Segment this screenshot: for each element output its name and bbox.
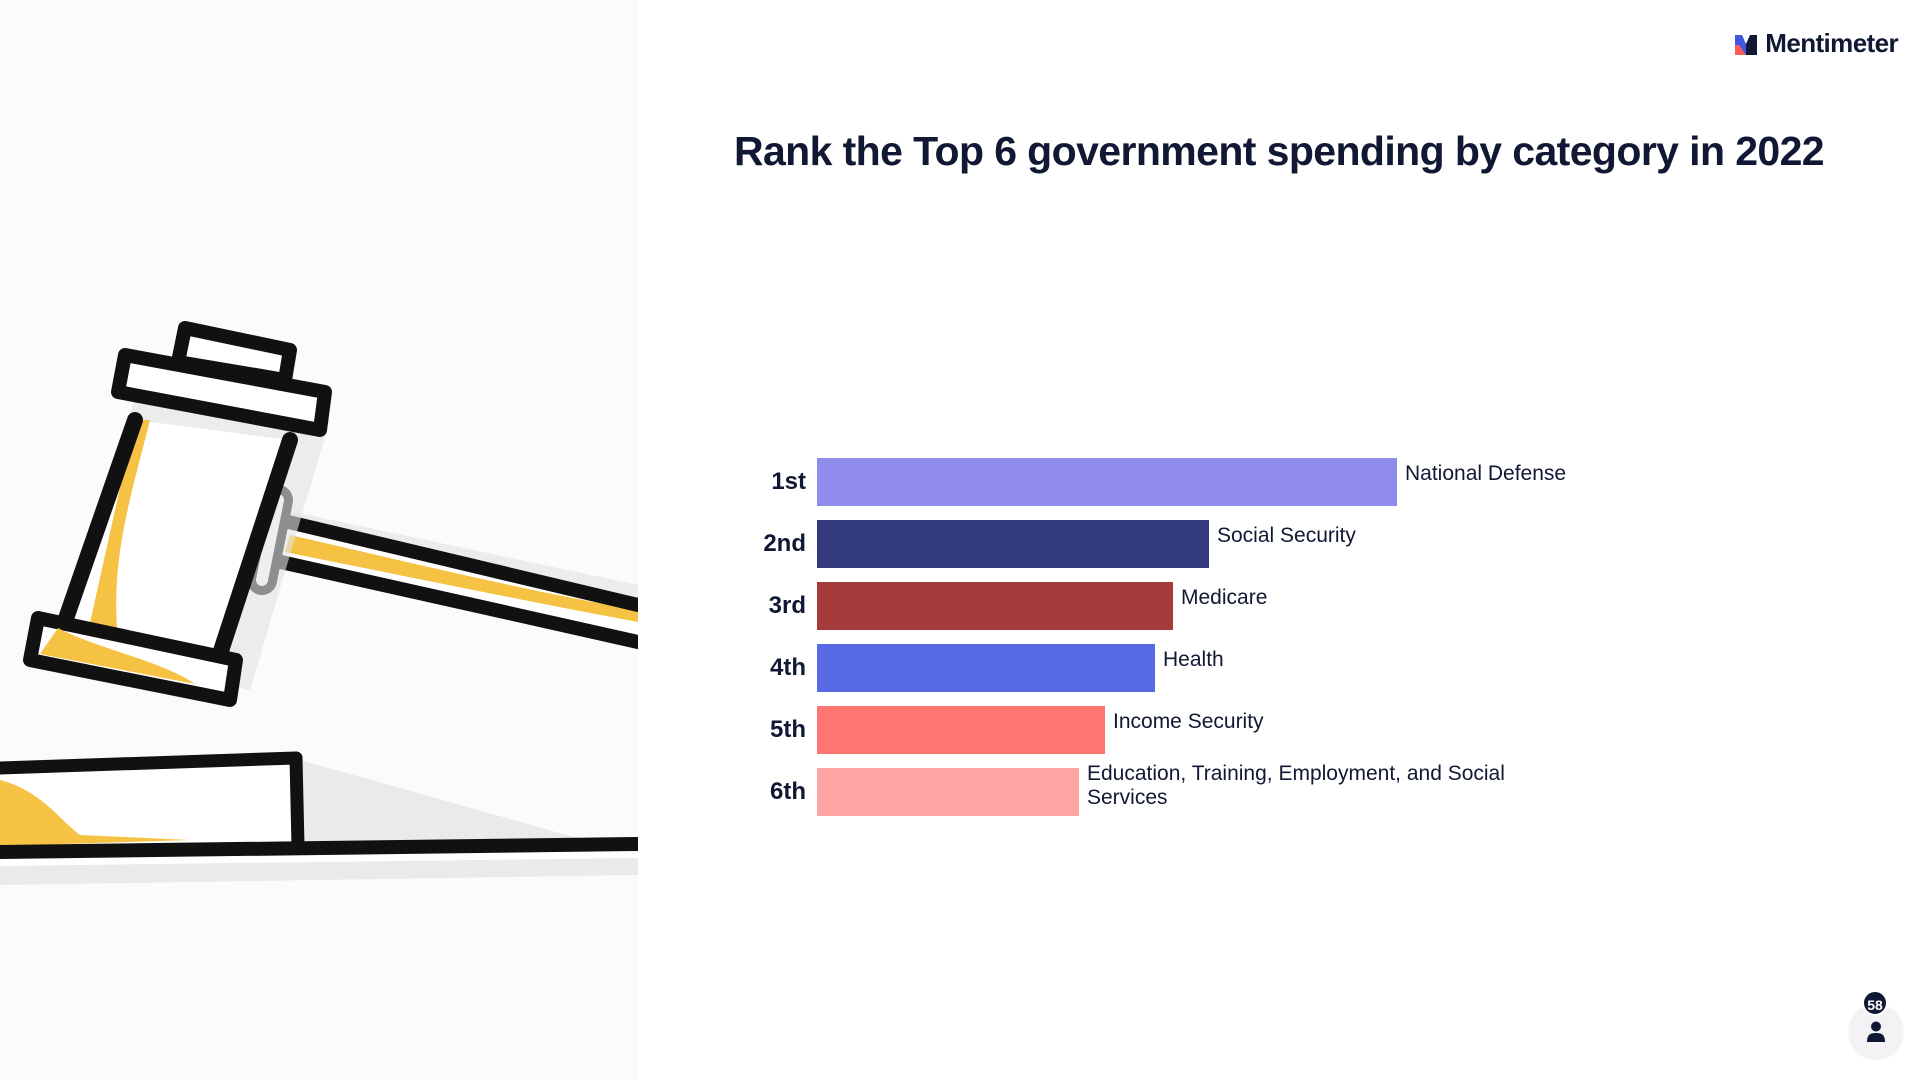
mentimeter-logo-icon: [1735, 34, 1758, 55]
ranking-bar: [817, 458, 1397, 506]
ranking-bar: [817, 582, 1173, 630]
ranking-item-label: Income Security: [1113, 710, 1264, 733]
ranking-row: 2nd Social Security: [740, 520, 1640, 568]
ranking-item-label: Medicare: [1181, 586, 1268, 609]
ranking-row: 1st National Defense: [740, 458, 1640, 506]
participant-count-badge: 58: [1862, 990, 1888, 1016]
ranking-row: 3rd Medicare: [740, 582, 1640, 630]
illustration-panel: [0, 0, 638, 1080]
person-icon: [1867, 1021, 1885, 1042]
brand: Mentimeter: [1735, 28, 1899, 59]
ranking-bar: [817, 644, 1155, 692]
ranking-row: 4th Health: [740, 644, 1640, 692]
rank-position-label: 4th: [770, 654, 806, 681]
rank-position-label: 2nd: [763, 530, 806, 557]
ranking-chart: 1st National Defense 2nd Social Security 3rd…: [740, 458, 1640, 818]
ranking-bar: [817, 706, 1105, 754]
ranking-row: 5th Income Security: [740, 706, 1640, 754]
ranking-item-label: Social Security: [1217, 524, 1356, 547]
participants-indicator[interactable]: 58: [1848, 990, 1904, 1060]
gavel-illustration: [0, 321, 638, 885]
ranking-bar: [817, 768, 1079, 816]
rank-position-label: 6th: [770, 778, 806, 805]
ranking-item-label: Education, Training, Employment, and Soc…: [1087, 762, 1505, 809]
rank-position-label: 3rd: [768, 592, 806, 619]
rank-position-label: 1st: [771, 468, 806, 495]
ranking-row: 6th Education, Training, Employment, and …: [740, 762, 1640, 816]
ranking-item-label: Health: [1163, 648, 1224, 671]
brand-name: Mentimeter: [1765, 28, 1898, 58]
ranking-bar: [817, 520, 1209, 568]
ranking-item-label: National Defense: [1405, 462, 1567, 485]
rank-position-label: 5th: [770, 716, 806, 743]
question-title: Rank the Top 6 government spending by ca…: [733, 128, 1825, 174]
